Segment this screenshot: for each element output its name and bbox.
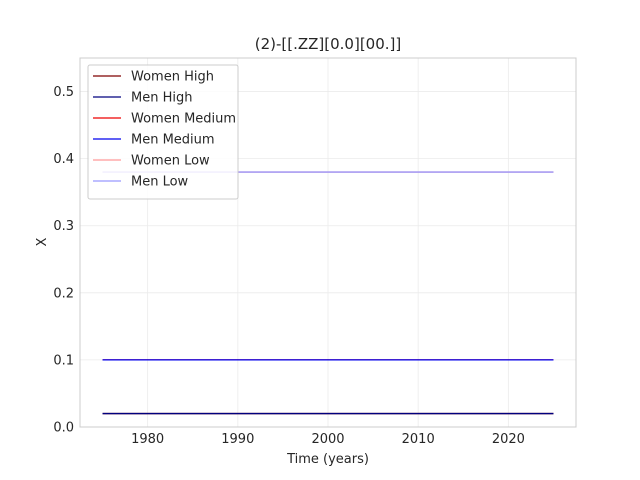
x-tick-label: 1980 (131, 432, 164, 447)
y-tick-label: 0.2 (53, 286, 74, 301)
legend-label: Women Medium (131, 112, 236, 127)
legend-label: Men High (131, 91, 192, 106)
legend-label: Women Low (131, 154, 210, 169)
x-tick-label: 2020 (492, 432, 525, 447)
chart-title: (2)-[[.ZZ][0.0][00.]] (255, 35, 402, 53)
y-axis-label: X (35, 237, 50, 246)
legend-label: Women High (131, 70, 214, 85)
y-tick-label: 0.3 (53, 219, 74, 234)
y-tick-label: 0.4 (53, 152, 74, 167)
x-tick-label: 1990 (221, 432, 254, 447)
legend-label: Men Low (131, 175, 189, 190)
legend-label: Men Medium (131, 133, 215, 148)
y-tick-label: 0.0 (53, 421, 74, 436)
legend-box (87, 64, 239, 200)
y-tick-label: 0.1 (53, 353, 74, 368)
plot-frame (79, 57, 577, 428)
x-axis-label: Time (years) (286, 452, 369, 467)
x-tick-label: 2000 (311, 432, 344, 447)
x-tick-label: 2010 (402, 432, 435, 447)
y-tick-label: 0.5 (53, 85, 74, 100)
plot-area: 1980 1990 2000 2010 2020 0.0 0.1 0.2 0.3 0.4 0.5 Wo… (53, 57, 577, 447)
